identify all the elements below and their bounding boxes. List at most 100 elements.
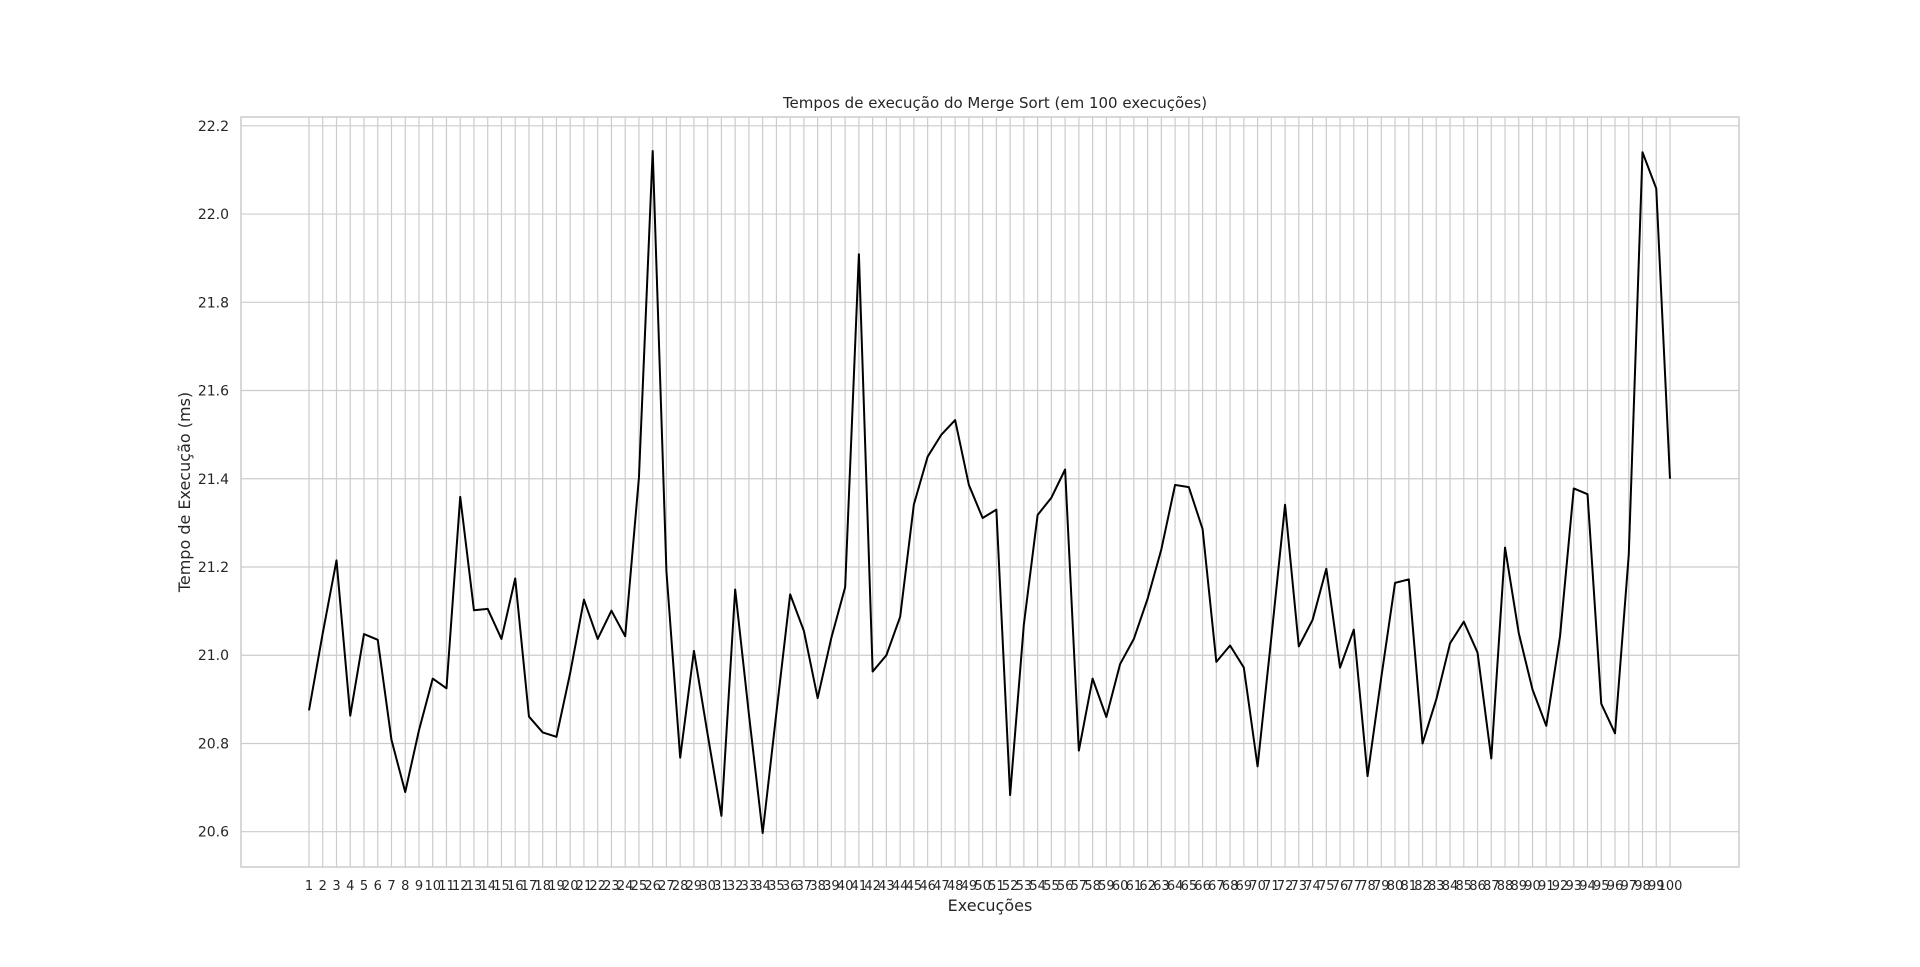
x-tick-label: 53	[1016, 879, 1033, 894]
x-tick-label: 60	[1112, 879, 1129, 894]
y-tick-label: 21.0	[198, 648, 229, 664]
x-tick-label: 69	[1236, 879, 1253, 894]
x-tick-label: 5	[360, 879, 368, 894]
x-tick-label: 73	[1291, 879, 1308, 894]
x-tick-label: 3	[332, 879, 340, 894]
x-tick-label: 32	[727, 879, 744, 894]
x-gridlines	[308, 117, 1671, 867]
x-tick-label: 30	[699, 879, 716, 894]
x-tick-label: 15	[493, 879, 510, 894]
x-tick-label: 72	[1277, 879, 1294, 894]
x-tick-label: 50	[974, 879, 991, 894]
x-tick-label: 14	[479, 879, 496, 894]
x-tick-label: 26	[644, 879, 661, 894]
x-tick-label: 70	[1249, 879, 1266, 894]
x-tick-label: 88	[1497, 879, 1514, 894]
x-tick-label: 48	[947, 879, 964, 894]
x-tick-label: 87	[1483, 879, 1500, 894]
x-tick-label: 10	[424, 879, 441, 894]
x-tick-label: 65	[1181, 879, 1198, 894]
x-tick-label: 13	[466, 879, 483, 894]
x-tick-label: 6	[374, 879, 382, 894]
x-tick-label: 95	[1593, 879, 1610, 894]
x-tick-label: 37	[796, 879, 813, 894]
y-tick-label: 21.4	[198, 472, 229, 488]
series-line	[308, 149, 1671, 835]
x-tick-label: 71	[1263, 879, 1280, 894]
x-tick-labels: 1 2 3 4 5 6 7 8 9 1011121314151617181920212223242…	[305, 879, 1683, 894]
x-tick-label: 40	[837, 879, 854, 894]
x-tick-label: 9	[415, 879, 423, 894]
x-tick-label: 51	[988, 879, 1005, 894]
x-tick-label: 2	[319, 879, 327, 894]
x-tick-label: 82	[1414, 879, 1431, 894]
x-tick-label: 84	[1442, 879, 1459, 894]
x-tick-label: 24	[617, 879, 634, 894]
x-tick-label: 1	[305, 879, 313, 894]
x-tick-label: 49	[961, 879, 978, 894]
x-tick-label: 41	[851, 879, 868, 894]
y-tick-label: 21.2	[198, 560, 229, 576]
x-tick-label: 11	[438, 879, 455, 894]
x-tick-label: 62	[1139, 879, 1156, 894]
x-tick-label: 83	[1428, 879, 1445, 894]
x-tick-label: 17	[521, 879, 538, 894]
x-tick-label: 44	[892, 879, 909, 894]
x-tick-label: 20	[562, 879, 579, 894]
x-tick-label: 55	[1043, 879, 1060, 894]
x-tick-label: 89	[1511, 879, 1528, 894]
x-tick-label: 8	[401, 879, 409, 894]
x-tick-label: 75	[1318, 879, 1335, 894]
x-tick-label: 22	[589, 879, 606, 894]
x-tick-label: 64	[1167, 879, 1184, 894]
x-tick-label: 12	[452, 879, 469, 894]
x-tick-label: 98	[1634, 879, 1651, 894]
x-tick-label: 90	[1524, 879, 1541, 894]
x-tick-label: 38	[809, 879, 826, 894]
x-tick-label: 57	[1071, 879, 1088, 894]
x-tick-label: 34	[754, 879, 771, 894]
x-tick-label: 59	[1098, 879, 1115, 894]
y-tick-label: 22.2	[198, 119, 229, 135]
x-tick-label: 67	[1208, 879, 1225, 894]
x-tick-label: 27	[658, 879, 675, 894]
x-tick-label: 36	[782, 879, 799, 894]
y-tick-label: 21.6	[198, 384, 229, 400]
x-tick-label: 31	[713, 879, 730, 894]
x-tick-label: 35	[768, 879, 785, 894]
x-tick-label: 18	[534, 879, 551, 894]
x-tick-label: 100	[1658, 879, 1683, 894]
x-tick-label: 43	[878, 879, 895, 894]
plot-frame	[240, 116, 1740, 868]
x-tick-label: 93	[1565, 879, 1582, 894]
x-tick-label: 91	[1538, 879, 1555, 894]
y-tick-label: 20.8	[198, 736, 229, 752]
x-tick-label: 7	[387, 879, 395, 894]
x-tick-label: 85	[1456, 879, 1473, 894]
x-tick-label: 68	[1222, 879, 1239, 894]
x-tick-label: 58	[1084, 879, 1101, 894]
y-tick-label: 22.0	[198, 207, 229, 223]
x-tick-label: 81	[1401, 879, 1418, 894]
x-tick-label: 61	[1126, 879, 1143, 894]
y-gridlines	[241, 125, 1739, 833]
x-tick-label: 78	[1359, 879, 1376, 894]
x-tick-label: 52	[1002, 879, 1019, 894]
x-tick-label: 46	[919, 879, 936, 894]
x-tick-label: 94	[1579, 879, 1596, 894]
x-tick-label: 79	[1373, 879, 1390, 894]
x-tick-label: 28	[672, 879, 689, 894]
x-tick-label: 54	[1029, 879, 1046, 894]
x-tick-label: 76	[1332, 879, 1349, 894]
x-tick-label: 47	[933, 879, 950, 894]
x-tick-label: 45	[906, 879, 923, 894]
y-tick-label: 21.8	[198, 295, 229, 311]
x-tick-label: 23	[603, 879, 620, 894]
x-tick-label: 19	[548, 879, 565, 894]
x-tick-label: 99	[1648, 879, 1665, 894]
x-tick-label: 4	[346, 879, 354, 894]
chart-title: Tempos de execução do Merge Sort (em 100…	[782, 94, 1207, 112]
x-tick-label: 80	[1387, 879, 1404, 894]
x-tick-label: 21	[576, 879, 593, 894]
x-tick-label: 16	[507, 879, 524, 894]
